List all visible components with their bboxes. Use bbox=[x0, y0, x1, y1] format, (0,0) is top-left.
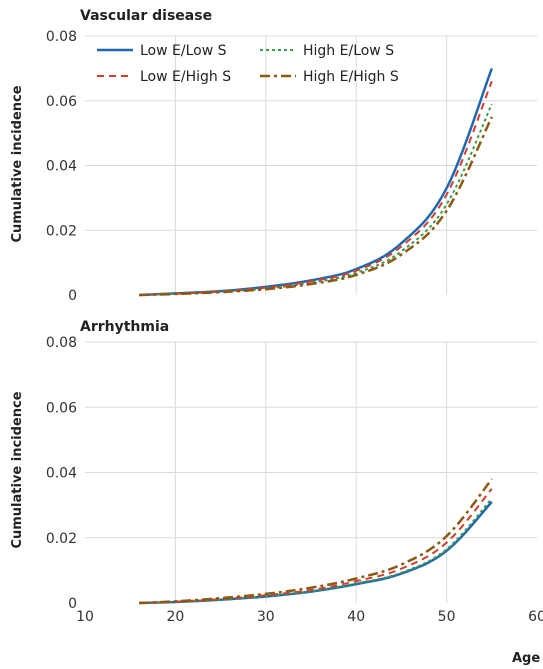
legend-label-low-e-low-s: Low E/Low S bbox=[140, 43, 227, 59]
x-tick-label: 40 bbox=[347, 609, 365, 625]
panel-title-arrhythmia: Arrhythmia bbox=[80, 319, 169, 335]
y-tick-label: 0.08 bbox=[46, 335, 77, 351]
y-tick-label: 0.06 bbox=[46, 400, 77, 416]
arrhythmia-panel: Arrhythmia Cumulative incidence 00.020.0… bbox=[10, 319, 543, 625]
legend-item-low-e-low-s: Low E/Low S bbox=[97, 43, 227, 59]
vascular-disease-panel: Vascular disease Cumulative incidence 00… bbox=[10, 8, 537, 304]
y-tick-label: 0.02 bbox=[46, 531, 77, 547]
y-tick-label: 0.06 bbox=[46, 94, 77, 110]
x-ticks-bottom: 10 20 30 40 50 60 bbox=[76, 609, 543, 625]
legend-label-high-e-high-s: High E/High S bbox=[303, 69, 399, 85]
x-tick-label: 30 bbox=[257, 609, 275, 625]
y-ticks-top: 0 0.02 0.04 0.06 0.08 bbox=[46, 29, 77, 304]
legend-label-high-e-low-s: High E/Low S bbox=[303, 43, 394, 59]
panel-title-vascular-disease: Vascular disease bbox=[80, 8, 212, 24]
series-line-high-e-high-s bbox=[139, 479, 492, 603]
series-line-low-e-low-s bbox=[139, 68, 492, 295]
legend-item-low-e-high-s: Low E/High S bbox=[97, 69, 231, 85]
y-axis-title-bottom: Cumulative incidence bbox=[10, 391, 25, 548]
x-axis-title: Age bbox=[512, 651, 540, 666]
x-tick-label: 60 bbox=[528, 609, 543, 625]
series-line-low-e-high-s bbox=[139, 81, 492, 295]
grid-bottom bbox=[85, 342, 537, 603]
y-tick-label: 0.04 bbox=[46, 466, 77, 482]
x-tick-label: 50 bbox=[438, 609, 456, 625]
y-tick-label: 0.08 bbox=[46, 29, 77, 45]
legend-item-high-e-high-s: High E/High S bbox=[260, 69, 399, 85]
legend-item-high-e-low-s: High E/Low S bbox=[260, 43, 394, 59]
legend-label-low-e-high-s: Low E/High S bbox=[140, 69, 231, 85]
x-tick-label: 20 bbox=[166, 609, 184, 625]
y-tick-label: 0.04 bbox=[46, 159, 77, 175]
y-tick-label: 0 bbox=[68, 288, 77, 304]
series-top bbox=[139, 68, 492, 295]
y-axis-title-top: Cumulative incidence bbox=[10, 85, 25, 242]
legend: Low E/Low S High E/Low S Low E/High S Hi… bbox=[97, 43, 399, 85]
series-bottom bbox=[139, 479, 492, 603]
y-ticks-bottom: 00.020.040.060.08 bbox=[46, 335, 77, 612]
x-tick-label: 10 bbox=[76, 609, 94, 625]
y-tick-label: 0.02 bbox=[46, 223, 77, 239]
